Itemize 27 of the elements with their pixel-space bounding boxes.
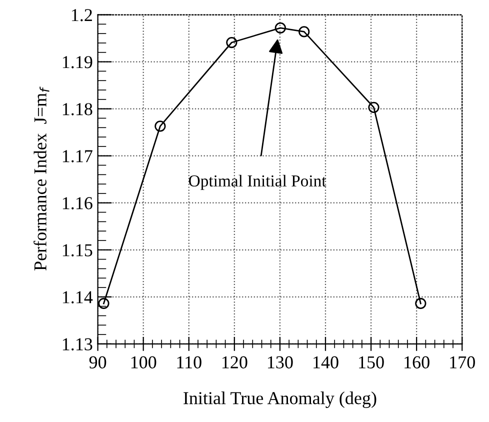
y-tick-label: 1.14 [62, 291, 93, 304]
x-tick-label: 110 [177, 356, 202, 368]
x-axis-title: Initial True Anomaly (deg) [184, 392, 376, 408]
x-tick-label: 90 [89, 356, 106, 368]
y-tick-label: 1.2 [72, 9, 92, 22]
y-tick-label: 1.17 [62, 150, 92, 162]
x-tick-label: 160 [404, 356, 430, 368]
x-tick-label: 140 [314, 356, 338, 368]
x-tick-label: 150 [359, 356, 384, 368]
point [415, 298, 426, 310]
point [298, 26, 310, 38]
y-tick-label: 1.13 [62, 338, 92, 350]
y-tick-label: 1.16 [62, 197, 92, 210]
point [98, 298, 110, 310]
y-tick-label: 1.19 [62, 56, 92, 68]
point [274, 22, 286, 34]
x-tick-label: 170 [450, 356, 475, 368]
point [154, 120, 166, 132]
annotation: Optimal Initial Point [189, 174, 326, 190]
point [226, 36, 238, 48]
x-tick-label: 100 [131, 356, 156, 368]
x-tick-label: 130 [268, 356, 293, 368]
y-axis-title: Performance Index J=m$_{f}$ [34, 86, 50, 270]
y-tick-label: 1.18 [62, 103, 92, 116]
point [368, 102, 380, 113]
y-tick-label: 1.15 [62, 244, 92, 256]
x-tick-label: 120 [222, 356, 248, 368]
